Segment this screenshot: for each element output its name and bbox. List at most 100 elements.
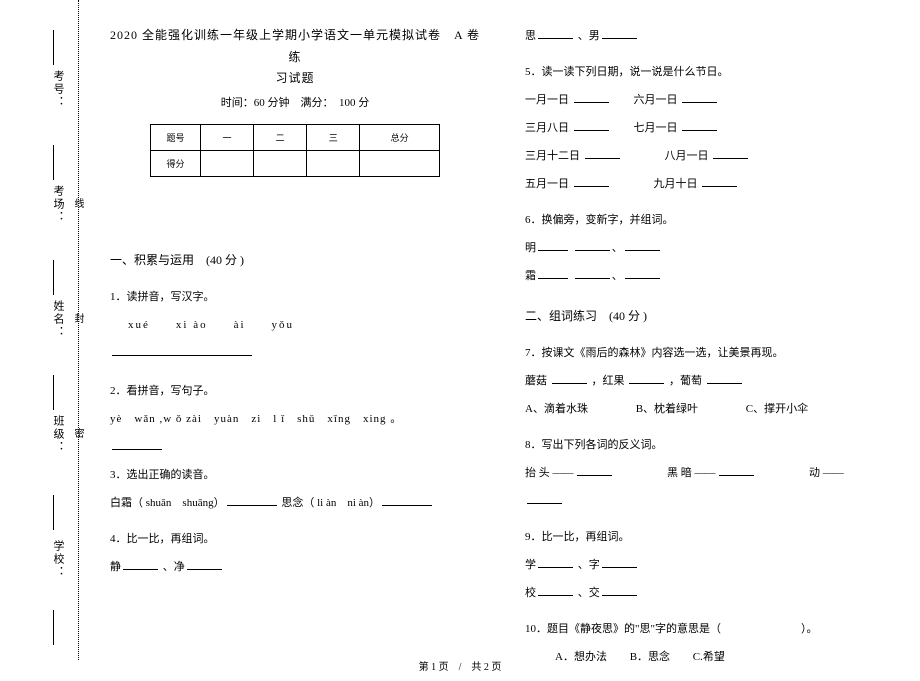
- blank: [552, 372, 587, 384]
- section-1-title: 一、积累与运用 (40 分 ): [110, 251, 480, 268]
- q7: 7．按课文《雨后的森林》内容选一选，让美景再现。: [525, 342, 895, 364]
- blank: [713, 147, 748, 159]
- q7-optC: C、撑开小伞: [746, 403, 808, 415]
- blank: [602, 584, 637, 596]
- q8-num: 8．: [525, 439, 542, 451]
- q5-text: 读一读下列日期，说一说是什么节日。: [542, 66, 729, 78]
- blank: [602, 27, 637, 39]
- q8: 8．写出下列各词的反义词。: [525, 434, 895, 456]
- q8-text: 写出下列各词的反义词。: [542, 439, 663, 451]
- q1: 1．读拼音，写汉字。: [110, 286, 480, 308]
- q10-num: 10．: [525, 623, 547, 635]
- q1-num: 1．: [110, 291, 127, 303]
- q7-b: ，红果: [592, 375, 625, 387]
- q5-r4b: 九月十日: [654, 178, 698, 190]
- sidebar-underline: [53, 495, 54, 530]
- q4-num: 4．: [110, 533, 127, 545]
- label-xingming: 姓名：: [50, 300, 66, 339]
- q9-text: 比一比，再组词。: [542, 531, 630, 543]
- sidebar-underline: [53, 610, 54, 645]
- td-defen: 得分: [151, 150, 201, 176]
- q9-a: 学: [525, 559, 536, 571]
- label-kaohao: 考号：: [50, 70, 66, 109]
- blank: [707, 372, 742, 384]
- q5: 5．读一读下列日期，说一说是什么节日。: [525, 61, 895, 83]
- score-table: 题号 一 二 三 总分 得分: [150, 124, 440, 177]
- td-empty: [307, 150, 360, 176]
- blank: [538, 556, 573, 568]
- q3-num: 3．: [110, 469, 127, 481]
- q8-line: 抬 头 —— 黑 暗 —— 动 ——: [525, 462, 895, 484]
- blank: [123, 558, 158, 570]
- q10-text: 题目《静夜思》的"思"字的意思是（: [547, 623, 721, 635]
- q2-text: 看拼音，写句子。: [127, 385, 215, 397]
- q7-a: 蘑菇: [525, 375, 547, 387]
- label-banji: 班级：: [50, 415, 66, 454]
- q4-b: 、净: [163, 561, 185, 573]
- main-content: 2020 全能强化训练一年级上学期小学语文一单元模拟试卷 A 卷练 习试题 时间…: [110, 25, 900, 655]
- q7-num: 7．: [525, 347, 542, 359]
- q5-r3b: 八月一日: [665, 150, 709, 162]
- q5-r1: 一月一日 六月一日: [525, 89, 895, 111]
- label-kaochang: 考场：: [50, 185, 66, 224]
- binding-sidebar: 考号： 考场： 线 姓名： 封 班级： 密 学校：: [0, 0, 100, 681]
- sidebar-underline: [53, 375, 54, 410]
- table-row: 题号 一 二 三 总分: [151, 124, 440, 150]
- th-total: 总分: [360, 124, 440, 150]
- q4-a: 静: [110, 561, 121, 573]
- q5-r1a: 一月一日: [525, 94, 569, 106]
- q8-a: 抬 头: [525, 467, 550, 479]
- blank: [538, 27, 573, 39]
- marker-feng: 封: [70, 313, 85, 323]
- q9-r1: 学 、字: [525, 554, 895, 576]
- q7-optB: B、枕着绿叶: [636, 403, 698, 415]
- q2-num: 2．: [110, 385, 127, 397]
- q5-r2a: 三月八日: [525, 122, 569, 134]
- table-row: 得分: [151, 150, 440, 176]
- q2-pinyin: yè wǎn ,w ǒ zài yuàn zi l ǐ shǔ xīng xin…: [110, 408, 480, 430]
- q8-blank: [525, 490, 895, 512]
- blank: [227, 494, 277, 506]
- q6-b: 霜 、: [525, 265, 895, 287]
- q4b-a: 思: [525, 30, 536, 42]
- left-column: 2020 全能强化训练一年级上学期小学语文一单元模拟试卷 A 卷练 习试题 时间…: [110, 25, 480, 655]
- blank: [538, 584, 573, 596]
- q3-a: 白霜（ shuān shuāng）: [110, 497, 225, 509]
- blank: [682, 119, 717, 131]
- td-empty: [254, 150, 307, 176]
- q8-c: 动: [809, 467, 820, 479]
- q6-text: 换偏旁，变新字，并组词。: [542, 214, 674, 226]
- q5-num: 5．: [525, 66, 542, 78]
- q6-a-label: 明: [525, 242, 536, 254]
- q4-line: 静 、净: [110, 556, 480, 578]
- blank: [382, 494, 432, 506]
- q3-text: 选出正确的读音。: [127, 469, 215, 481]
- blank: [527, 492, 562, 504]
- section-2-title: 二、组词练习 (40 分 ): [525, 307, 895, 324]
- blank: [575, 267, 610, 279]
- exam-time: 时间：60 分钟 满分： 100 分: [110, 94, 480, 110]
- q10-end: ）。: [801, 623, 818, 635]
- q5-r4: 五月一日 九月十日: [525, 173, 895, 195]
- q7-opts: A、滴着水珠 B、枕着绿叶 C、撑开小伞: [525, 398, 895, 420]
- blank: [187, 558, 222, 570]
- q9: 9．比一比，再组词。: [525, 526, 895, 548]
- blank: [538, 239, 568, 251]
- q5-r3a: 三月十二日: [525, 150, 580, 162]
- blank: [719, 464, 754, 476]
- q6: 6．换偏旁，变新字，并组词。: [525, 209, 895, 231]
- q5-r2b: 七月一日: [634, 122, 678, 134]
- th-2: 二: [254, 124, 307, 150]
- q6-a: 明 、: [525, 237, 895, 259]
- q7-line: 蘑菇 ，红果 ，葡萄: [525, 370, 895, 392]
- q9-num: 9．: [525, 531, 542, 543]
- dash-icon: ——: [823, 467, 843, 479]
- blank: [682, 91, 717, 103]
- blank: [577, 464, 612, 476]
- blank: [575, 239, 610, 251]
- td-empty: [360, 150, 440, 176]
- q7-optA: A、滴着水珠: [525, 403, 588, 415]
- q3: 3．选出正确的读音。: [110, 464, 480, 486]
- blank: [585, 147, 620, 159]
- q5-r4a: 五月一日: [525, 178, 569, 190]
